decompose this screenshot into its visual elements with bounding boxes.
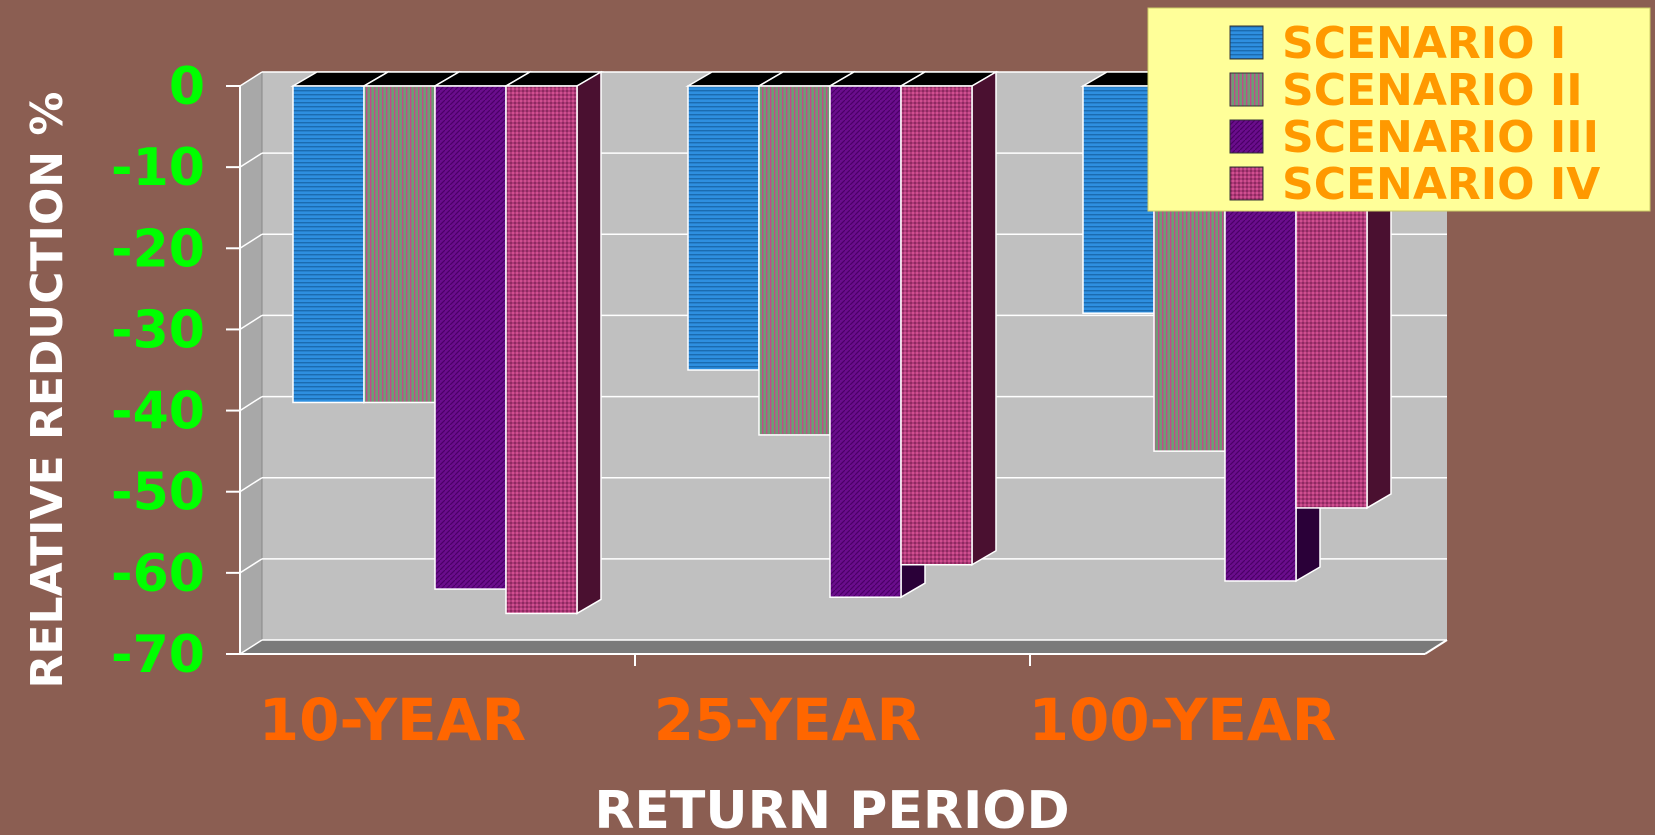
y-tick-label: -50 [111, 463, 205, 523]
bar-front-face [292, 85, 365, 404]
legend-item: SCENARIO III [1229, 112, 1599, 163]
legend-item: SCENARIO II [1229, 65, 1583, 116]
y-tick-label: -10 [111, 138, 205, 198]
legend-swatch [1229, 25, 1264, 60]
y-tick-label: -20 [111, 219, 205, 279]
bar [503, 70, 604, 615]
bar-side-face [971, 70, 997, 567]
legend-label: SCENARIO IV [1282, 159, 1600, 210]
legend-swatch [1229, 119, 1264, 154]
gridline-side [239, 152, 263, 168]
bar-front-face [1082, 85, 1155, 314]
bar [898, 70, 999, 567]
legend-label: SCENARIO II [1282, 65, 1583, 116]
y-tick-label: -70 [111, 625, 205, 685]
gridline-side [239, 639, 263, 655]
bar-front-face [900, 85, 973, 566]
bar-front-face [505, 85, 578, 615]
bar-front-face [687, 85, 760, 371]
gridline-side [239, 395, 263, 412]
legend-swatch [1229, 166, 1264, 201]
bar-side-face [576, 70, 602, 615]
plot-floor [240, 640, 1447, 654]
gridline-side [239, 71, 263, 87]
gridline-side [239, 314, 263, 331]
x-tick-label: 10-YEAR [259, 686, 526, 754]
x-tick-label: 25-YEAR [654, 686, 921, 754]
y-tick-label: -30 [111, 300, 205, 360]
legend-label: SCENARIO I [1282, 18, 1566, 69]
x-tick-label: 100-YEAR [1029, 686, 1337, 754]
x-axis-depth [1424, 639, 1448, 655]
gridline-side [239, 558, 263, 574]
x-axis-label: RETURN PERIOD [594, 781, 1069, 835]
y-tick-label: -60 [111, 544, 205, 604]
y-tick-label: 0 [169, 57, 205, 117]
legend-label: SCENARIO III [1282, 112, 1599, 163]
bar-front-face [829, 85, 902, 598]
gridline-side [239, 233, 263, 249]
gridline-side [239, 477, 263, 493]
bar-front-face [758, 85, 831, 436]
legend-item: SCENARIO IV [1229, 159, 1600, 210]
legend-item: SCENARIO I [1229, 18, 1566, 69]
y-axis-label: RELATIVE REDUCTION % [22, 92, 73, 689]
legend-swatch [1229, 72, 1264, 107]
bar-front-face [363, 85, 436, 404]
y-tick-label: -40 [111, 382, 205, 442]
bar-front-face [434, 85, 507, 590]
